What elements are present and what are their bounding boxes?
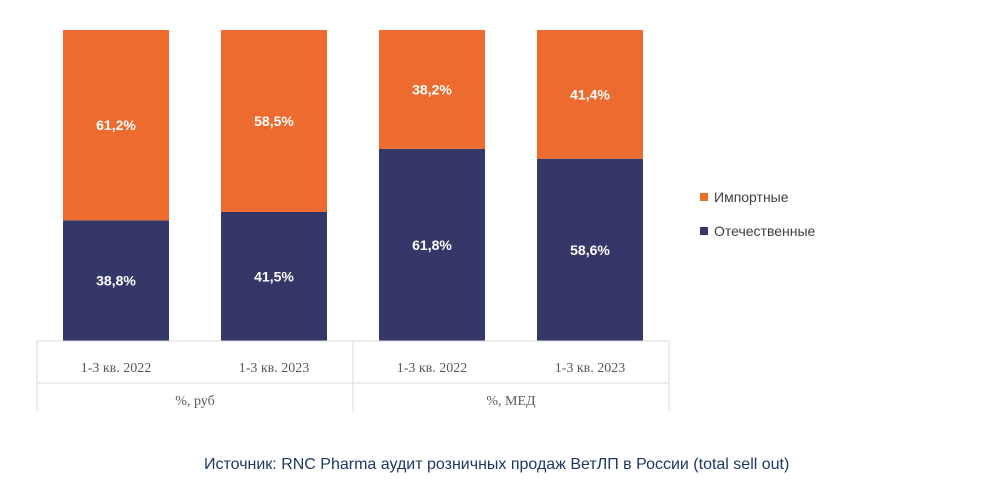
data-label-imported-2: 58,5% bbox=[254, 113, 294, 129]
x-tick-label-3: 1-3 кв. 2022 bbox=[397, 361, 468, 376]
x-tick-label-1: 1-3 кв. 2022 bbox=[81, 361, 152, 376]
bar-imported-1 bbox=[63, 30, 169, 221]
bar-domestic-3 bbox=[379, 148, 485, 341]
legend-swatch-1 bbox=[700, 193, 708, 201]
x-group-label-2: %, МЕД bbox=[486, 394, 536, 409]
legend-label-1: Импортные bbox=[714, 189, 789, 205]
legend-swatch-2 bbox=[700, 227, 708, 235]
data-label-imported-3: 38,2% bbox=[412, 81, 452, 97]
data-label-imported-1: 61,2% bbox=[96, 117, 136, 133]
legend-label-2: Отечественные bbox=[714, 223, 816, 239]
bar-domestic-2 bbox=[221, 211, 327, 341]
bar-imported-3 bbox=[379, 30, 485, 149]
bar-imported-4 bbox=[537, 30, 643, 159]
data-label-domestic-4: 58,6% bbox=[570, 242, 610, 258]
data-label-imported-4: 41,4% bbox=[570, 86, 610, 102]
data-label-domestic-1: 38,8% bbox=[96, 273, 136, 289]
bar-domestic-4 bbox=[537, 158, 643, 341]
data-label-domestic-2: 41,5% bbox=[254, 268, 294, 284]
bar-domestic-1 bbox=[63, 220, 169, 341]
source-caption: Источник: RNC Pharma аудит розничных про… bbox=[204, 456, 790, 473]
data-label-domestic-3: 61,8% bbox=[412, 237, 452, 253]
x-tick-label-4: 1-3 кв. 2023 bbox=[555, 361, 626, 376]
bar-imported-2 bbox=[221, 30, 327, 212]
x-group-label-1: %, руб bbox=[175, 394, 214, 409]
x-tick-label-2: 1-3 кв. 2023 bbox=[239, 361, 310, 376]
